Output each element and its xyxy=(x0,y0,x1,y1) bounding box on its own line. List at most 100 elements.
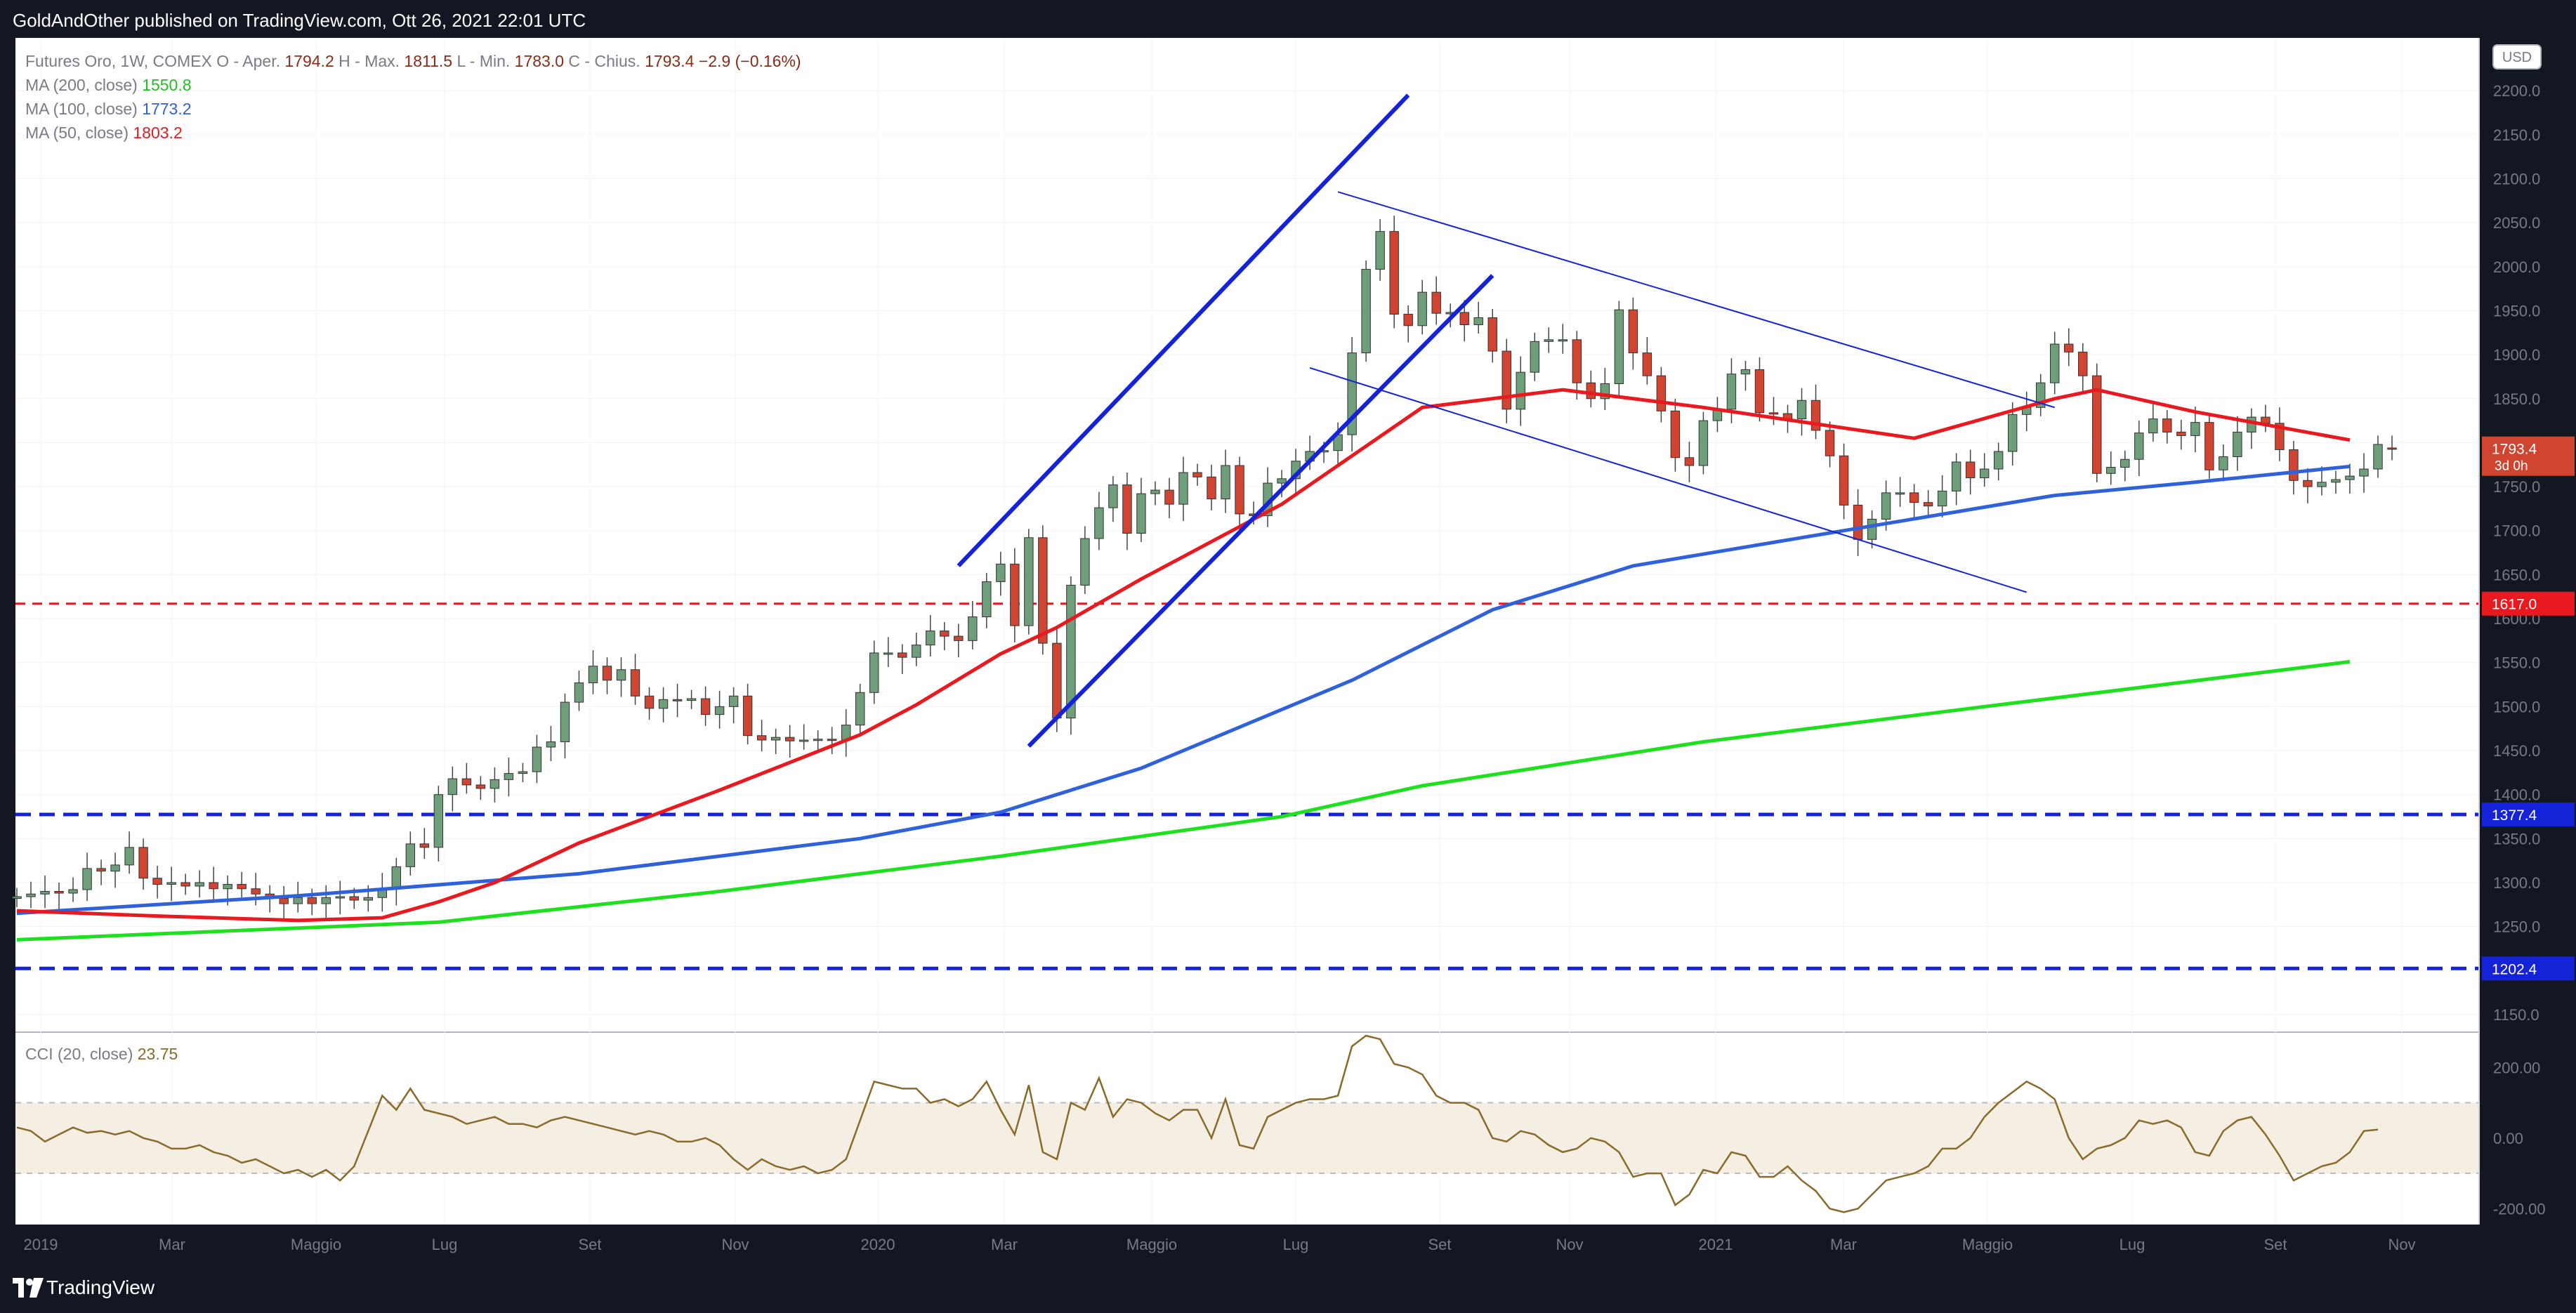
candle xyxy=(40,875,50,909)
trendline xyxy=(1309,367,2027,593)
chart-canvas[interactable]: 1150.01200.01250.01300.01350.01400.01450… xyxy=(0,38,2576,1262)
candle-body xyxy=(1614,309,1624,384)
candle xyxy=(1572,331,1582,400)
candle-body xyxy=(1754,369,1765,414)
candle xyxy=(742,683,753,745)
time-tick-label: Mar xyxy=(159,1236,185,1253)
candle xyxy=(68,877,78,902)
candle-body xyxy=(12,896,22,899)
candle-body xyxy=(2233,431,2242,457)
candle-body xyxy=(518,771,528,774)
candle-body xyxy=(756,735,767,741)
candle xyxy=(2007,402,2018,466)
candle-body xyxy=(560,701,570,742)
candle xyxy=(1754,357,1765,422)
time-axis[interactable]: 2019 Mar Maggio Lug Set Nov 2020 Mar Maggio Lug Se… xyxy=(24,1236,2416,1253)
candle xyxy=(12,888,22,908)
candle xyxy=(714,690,725,729)
candle-body xyxy=(2148,418,2158,434)
candle xyxy=(616,657,626,697)
candle-body xyxy=(1375,231,1385,270)
ma100-row: MA (100, close) 1773.2 xyxy=(25,100,192,118)
horizontal-levels xyxy=(15,602,2479,970)
candle-body xyxy=(1909,492,1919,503)
candle xyxy=(1642,337,1652,385)
published-caption: GoldAndOther published on TradingView.co… xyxy=(13,10,586,31)
candle xyxy=(96,859,106,885)
candle-body xyxy=(1473,317,1483,326)
candle xyxy=(1136,477,1146,543)
candle-body xyxy=(728,695,739,707)
candle-body xyxy=(2007,414,2018,452)
candle-body xyxy=(1796,400,1807,420)
price-tag: 1202.4 xyxy=(2482,956,2575,981)
candle xyxy=(926,615,935,656)
candle xyxy=(2064,328,2074,367)
candle-body xyxy=(2078,351,2088,376)
candle xyxy=(912,633,921,666)
candle-body xyxy=(223,883,232,890)
candle xyxy=(1389,216,1399,329)
candle-body xyxy=(1501,350,1511,410)
candle-body xyxy=(630,669,640,697)
candle xyxy=(672,683,683,718)
candle-body xyxy=(658,699,669,709)
candle xyxy=(1024,529,1034,635)
candle xyxy=(2345,463,2355,494)
chart-legend: Futures Oro, 1W, COMEX O - Aper. 1794.2 … xyxy=(25,49,801,145)
candle xyxy=(855,683,865,734)
time-tick-label: Maggio xyxy=(1126,1236,1177,1253)
candle xyxy=(883,637,893,667)
cci-line xyxy=(16,1034,2379,1213)
candle-body xyxy=(1122,484,1132,534)
price-tags: 1617.0 1377.4 1202.4 1793.43d 0h xyxy=(2482,436,2575,981)
price-axis[interactable]: 1150.01200.01250.01300.01350.01400.01450… xyxy=(2478,38,2546,1225)
candle xyxy=(1010,548,1020,642)
price-tick-label: 1900.0 xyxy=(2493,346,2540,364)
candle-body xyxy=(1010,563,1020,626)
candle xyxy=(2204,414,2214,479)
candle-body xyxy=(686,698,697,701)
candle xyxy=(1853,489,1863,557)
candle xyxy=(1684,442,1695,482)
candle xyxy=(82,852,92,902)
price-tick-label: 1950.0 xyxy=(2493,302,2540,319)
candle xyxy=(2387,435,2397,461)
candle xyxy=(518,763,528,783)
candle-body xyxy=(1544,339,1553,342)
price-tag: 1377.4 xyxy=(2482,802,2575,826)
price-tick-label: 1150.0 xyxy=(2493,1006,2539,1024)
price-tick-label: 1350.0 xyxy=(2493,830,2540,847)
candle-body xyxy=(1825,430,1835,456)
candle xyxy=(1417,279,1427,335)
price-tag-bg xyxy=(2482,436,2575,476)
candle-body xyxy=(1684,457,1695,466)
candle xyxy=(784,725,795,758)
candle-body xyxy=(1136,493,1146,534)
candle-body xyxy=(475,784,486,789)
candle-body xyxy=(2190,422,2200,436)
time-tick-label: Mar xyxy=(991,1236,1018,1253)
candle-body xyxy=(616,669,626,681)
candle xyxy=(1108,476,1118,522)
candle-body xyxy=(546,741,556,748)
candle-body xyxy=(1024,537,1034,626)
tradingview-logo-icon[interactable] xyxy=(13,1275,44,1300)
brand-name: TradingView xyxy=(46,1276,155,1298)
candle-body xyxy=(574,682,584,703)
candle xyxy=(26,881,36,909)
candle-body xyxy=(1586,382,1596,400)
currency-badge[interactable]: USD xyxy=(2492,44,2542,70)
ma100-line xyxy=(16,464,2351,916)
candle xyxy=(2176,419,2186,450)
candle-body xyxy=(195,882,204,887)
candle-body xyxy=(2359,468,2369,477)
candle xyxy=(700,686,711,726)
candle-body xyxy=(940,631,949,637)
candle xyxy=(1614,301,1624,398)
candle-body xyxy=(2064,343,2074,352)
candle-body xyxy=(1038,537,1048,644)
candle-body xyxy=(996,563,1006,582)
candle-body xyxy=(1923,502,1933,507)
candle xyxy=(335,880,345,915)
